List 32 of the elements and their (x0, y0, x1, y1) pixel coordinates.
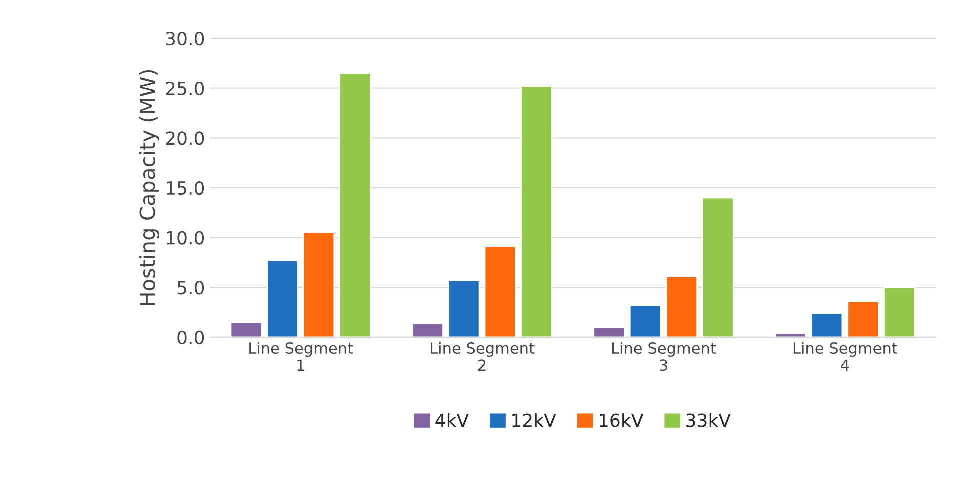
bar (629, 304, 662, 338)
bar (774, 332, 807, 338)
bar (412, 322, 444, 338)
bar (484, 246, 517, 338)
bar (448, 280, 480, 338)
x-tick-label: Line Segment 3 (612, 342, 716, 372)
y-tick-label: 10.0 (167, 231, 204, 245)
bar (266, 260, 299, 338)
bar (302, 232, 336, 338)
y-tick-label: 5.0 (178, 281, 204, 295)
y-tick-label: 30.0 (166, 32, 204, 46)
bar (230, 322, 263, 338)
bar (339, 72, 372, 338)
y-tick-label: 25.0 (166, 82, 204, 96)
legend-label: 33kV (686, 413, 731, 428)
bar (520, 86, 553, 338)
legend-label: 16kV (600, 413, 644, 428)
legend-label: 12kV (512, 413, 556, 428)
x-tick-label: Line Segment 2 (431, 342, 535, 371)
bar (666, 276, 698, 338)
bar (702, 197, 734, 338)
bar (593, 326, 626, 338)
y-tick-label: 15.0 (167, 181, 204, 196)
bar (810, 312, 844, 338)
bar (847, 300, 880, 338)
x-tick-label: Line Segment 4 (794, 342, 898, 371)
y-tick-label: 0.0 (178, 330, 204, 345)
legend-label: 4kV (436, 413, 469, 428)
y-tick-label: 20.0 (166, 132, 204, 146)
y-axis-title: Hosting Capacity (MW) (139, 70, 160, 306)
bar (883, 286, 916, 338)
x-tick-label: Line Segment 1 (250, 342, 354, 371)
